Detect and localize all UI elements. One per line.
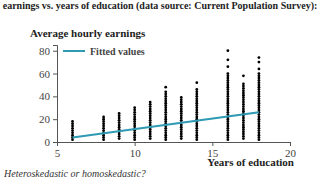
tick-mark	[53, 119, 57, 120]
marks	[71, 49, 260, 141]
point	[226, 72, 229, 75]
tick-label: 5	[55, 147, 61, 159]
tick: 60	[39, 68, 57, 80]
tick-mark	[212, 142, 213, 146]
tick-mark	[53, 142, 57, 143]
tick-label: 80	[39, 45, 51, 57]
tick: 10	[130, 142, 142, 159]
tick-mark	[53, 51, 57, 52]
point	[258, 61, 261, 64]
tick: 5	[55, 142, 61, 159]
tick-label: 60	[39, 68, 51, 80]
y-axis-title: Average hourly earnings	[30, 27, 146, 39]
point	[195, 81, 198, 84]
title: earnings vs. years of education (data so…	[3, 0, 318, 12]
tick-label: 10	[130, 147, 142, 159]
point	[133, 106, 136, 109]
point	[102, 115, 105, 118]
point	[164, 90, 167, 93]
tick-mark	[53, 96, 57, 97]
tick: 80	[39, 45, 57, 57]
legend-label: Fitted values	[90, 46, 145, 57]
point	[118, 112, 121, 115]
legend-item: Fitted values	[63, 46, 145, 57]
plot: 5101520020406080Fitted values	[39, 45, 297, 159]
point	[195, 88, 198, 91]
legend: Fitted values	[63, 46, 145, 57]
point	[242, 82, 245, 85]
x-axis-title: Years of education	[207, 156, 294, 168]
y-axis: 0 20 40 60 80	[39, 45, 58, 148]
point	[164, 86, 167, 89]
tick-label: 0	[45, 136, 51, 148]
y-axis-line	[53, 46, 58, 143]
tick: 0	[45, 136, 58, 148]
point	[258, 56, 261, 59]
tick-label: 40	[39, 90, 51, 102]
point	[71, 120, 74, 123]
chart: 5101520020406080Fitted valuesearnings vs…	[0, 0, 320, 180]
tick-mark	[135, 142, 136, 146]
point	[258, 72, 261, 75]
point	[226, 65, 229, 68]
tick-mark	[290, 142, 291, 146]
point	[180, 96, 183, 99]
tick: 20	[39, 113, 57, 125]
x-axis-line	[58, 143, 291, 147]
point	[149, 101, 152, 104]
point	[226, 58, 229, 61]
tick-mark	[53, 74, 57, 75]
tick: 40	[39, 90, 57, 102]
point	[242, 74, 245, 77]
tick-label: 20	[39, 113, 51, 125]
legend-swatch	[63, 50, 85, 52]
point	[258, 68, 261, 71]
fitted-line	[73, 112, 259, 137]
point	[226, 49, 229, 52]
annotation: Heteroskedastic or homoskedastic?	[3, 168, 146, 179]
